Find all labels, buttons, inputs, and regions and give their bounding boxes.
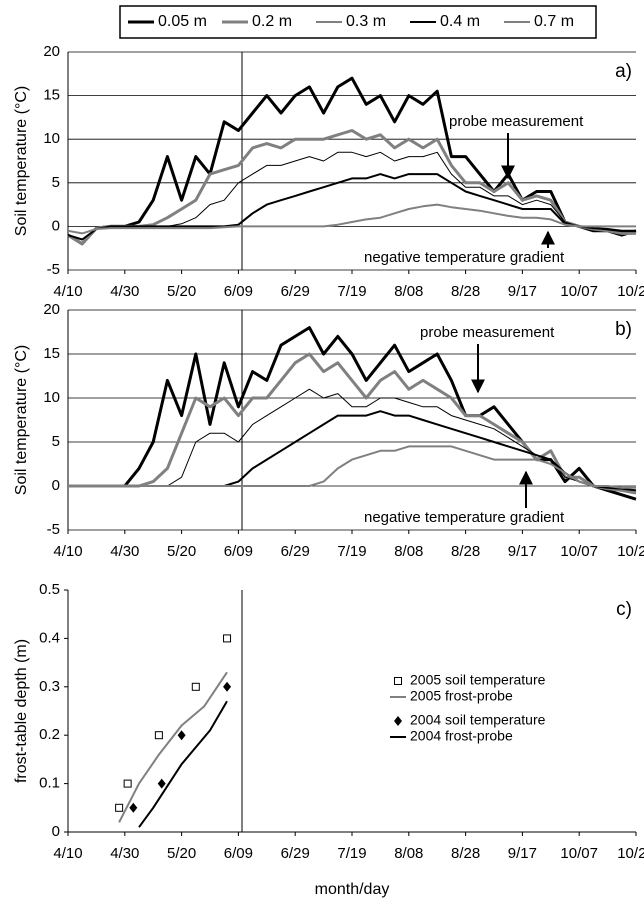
point	[223, 634, 232, 643]
y-tick-label: 10	[43, 389, 60, 406]
x-tick-label: 10/27	[617, 543, 644, 560]
legend-label: 0.2 m	[252, 13, 292, 30]
legend-label: 2005 soil temperature	[410, 672, 546, 688]
x-tick-label: 6/29	[281, 845, 310, 862]
y-tick-label: 20	[43, 43, 60, 60]
y-axis-label: Soil temperature (°C)	[13, 86, 30, 236]
y-tick-label: 0.2	[39, 726, 60, 743]
y-tick-label: 0.1	[39, 775, 60, 792]
y-tick-label: 20	[43, 301, 60, 318]
point	[191, 682, 200, 691]
x-tick-label: 8/28	[451, 283, 480, 300]
point	[129, 802, 138, 813]
x-tick-label: 8/08	[394, 543, 423, 560]
legend-label: 2004 frost-probe	[410, 728, 513, 744]
x-tick-label: 6/09	[224, 543, 253, 560]
y-tick-label: 0	[52, 477, 60, 494]
legend-label: 0.05 m	[158, 13, 207, 30]
x-tick-label: 6/09	[224, 845, 253, 862]
series-line	[118, 671, 228, 823]
legend-label: 2005 frost-probe	[410, 688, 513, 704]
series-line	[67, 129, 636, 246]
panel-label: b)	[615, 319, 632, 340]
x-tick-label: 8/28	[451, 845, 480, 862]
point	[123, 779, 132, 788]
annotation: probe measurement	[449, 113, 584, 130]
y-tick-label: 0	[52, 823, 60, 840]
x-tick-label: 10/07	[560, 543, 598, 560]
legend-swatch	[394, 716, 402, 726]
y-tick-label: 10	[43, 130, 60, 147]
x-tick-label: 4/30	[110, 283, 139, 300]
series-line	[67, 173, 636, 241]
x-tick-label: 10/07	[560, 845, 598, 862]
x-tick-label: 4/10	[53, 283, 82, 300]
x-tick-label: 9/17	[508, 283, 537, 300]
x-tick-label: 10/27	[617, 283, 644, 300]
y-tick-label: 0.4	[39, 629, 60, 646]
point	[115, 803, 124, 812]
series-line	[67, 203, 636, 235]
y-tick-label: -5	[47, 521, 60, 538]
series-line	[68, 352, 637, 495]
y-tick-label: 15	[43, 87, 60, 104]
y-tick-label: 0.3	[39, 678, 60, 695]
x-tick-label: 5/20	[167, 845, 196, 862]
panel-label: a)	[615, 61, 632, 82]
legend-label: 0.4 m	[440, 13, 480, 30]
x-tick-label: 6/29	[281, 283, 310, 300]
x-tick-label: 4/30	[110, 543, 139, 560]
x-tick-label: 7/19	[337, 845, 366, 862]
y-axis-label: Soil temperature (°C)	[13, 345, 30, 495]
legend-label: 0.3 m	[346, 13, 386, 30]
annotation: negative temperature gradient	[364, 509, 565, 526]
legend-label: 2004 soil temperature	[410, 712, 546, 728]
x-tick-label: 9/17	[508, 543, 537, 560]
x-tick-label: 6/09	[224, 283, 253, 300]
x-tick-label: 7/19	[337, 283, 366, 300]
series-line	[68, 445, 636, 489]
x-tick-label: 5/20	[167, 283, 196, 300]
panel-label: c)	[616, 599, 632, 620]
annotation: probe measurement	[420, 324, 555, 341]
y-tick-label: -5	[47, 261, 60, 278]
x-tick-label: 7/19	[337, 543, 366, 560]
x-axis-label: month/day	[315, 881, 390, 898]
legend-label: 0.7 m	[534, 13, 574, 30]
point	[157, 778, 166, 789]
x-tick-label: 5/20	[167, 543, 196, 560]
x-tick-label: 8/08	[394, 283, 423, 300]
x-tick-label: 4/10	[53, 845, 82, 862]
x-tick-label: 10/27	[617, 845, 644, 862]
series-line	[68, 326, 637, 501]
y-tick-label: 5	[52, 433, 60, 450]
x-tick-label: 8/08	[394, 845, 423, 862]
x-tick-label: 8/28	[451, 543, 480, 560]
point	[223, 681, 232, 692]
y-tick-label: 0.5	[39, 581, 60, 598]
point	[177, 730, 186, 741]
x-tick-label: 4/30	[110, 845, 139, 862]
point	[154, 731, 163, 740]
y-axis-label: frost-table depth (m)	[13, 639, 30, 783]
y-tick-label: 0	[52, 217, 60, 234]
series-line	[138, 700, 228, 828]
x-tick-label: 6/29	[281, 543, 310, 560]
series-line	[67, 76, 637, 246]
x-tick-label: 9/17	[508, 845, 537, 862]
x-tick-label: 4/10	[53, 543, 82, 560]
annotation: negative temperature gradient	[364, 249, 565, 266]
legend-swatch	[394, 677, 402, 685]
x-tick-label: 10/07	[560, 283, 598, 300]
y-tick-label: 5	[52, 174, 60, 191]
y-tick-label: 15	[43, 345, 60, 362]
